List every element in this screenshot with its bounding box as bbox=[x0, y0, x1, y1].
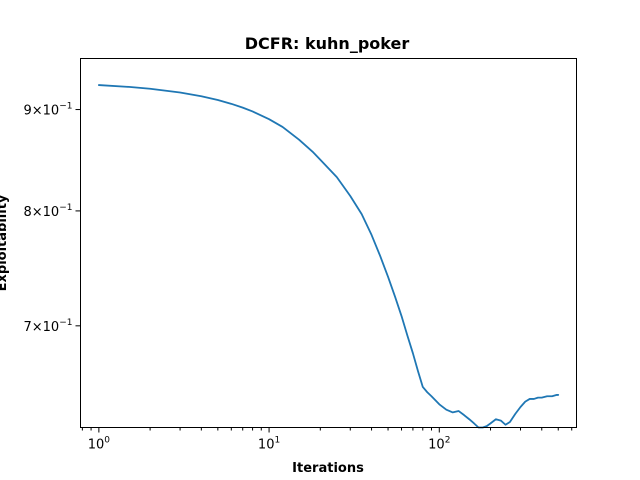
y-tick-label: 9×10−1 bbox=[24, 102, 73, 119]
x-axis-ticks: 100 101 102 bbox=[81, 427, 573, 453]
axes-frame bbox=[80, 58, 577, 428]
y-tick-label: 7×10−1 bbox=[24, 318, 73, 335]
series-line-0 bbox=[97, 84, 560, 429]
y-axis-ticks: 9×10−1 8×10−1 7×10−1 bbox=[24, 102, 81, 335]
x-axis-label: Iterations bbox=[292, 461, 364, 476]
y-tick-label: 8×10−1 bbox=[24, 203, 73, 220]
plot-area bbox=[97, 84, 560, 429]
chart-title: DCFR: kuhn_poker bbox=[245, 34, 410, 53]
x-tick-label: 101 bbox=[258, 436, 280, 453]
x-tick-label: 100 bbox=[88, 436, 111, 453]
y-axis-label: Exploitability bbox=[0, 194, 10, 291]
x-tick-label: 102 bbox=[428, 436, 450, 453]
